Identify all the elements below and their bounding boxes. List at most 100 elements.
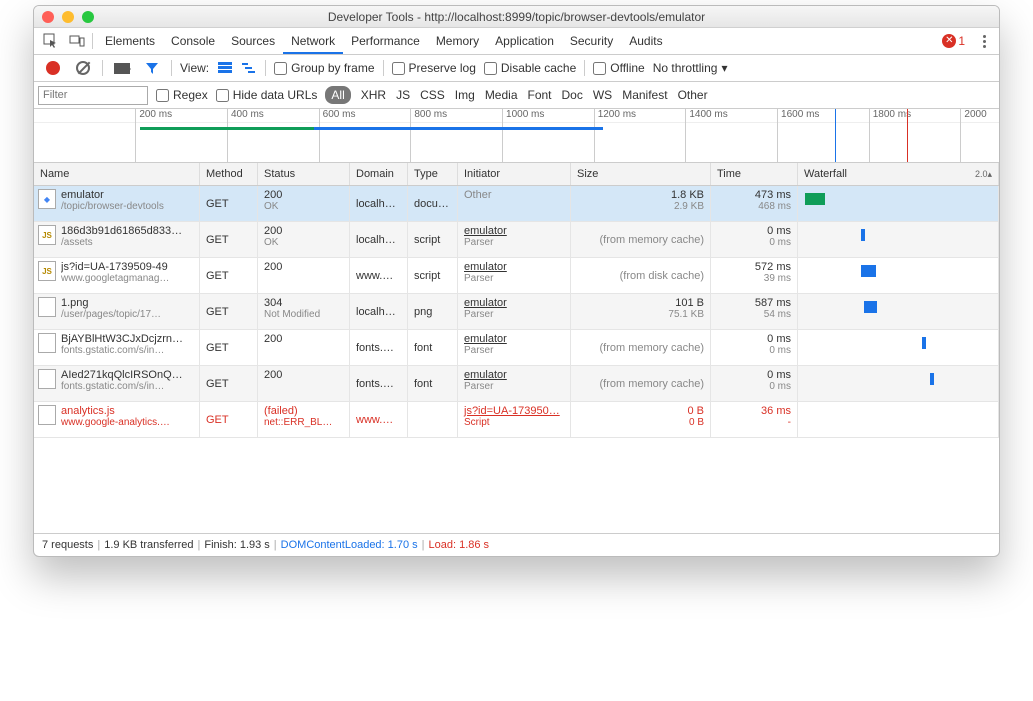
request-size: (from memory cache) [571, 366, 711, 401]
col-initiator[interactable]: Initiator [458, 163, 571, 185]
initiator-link[interactable]: emulator [464, 333, 507, 345]
col-waterfall[interactable]: Waterfall 2.0▴ [798, 163, 999, 185]
tab-sources[interactable]: Sources [223, 28, 283, 54]
filter-type-img[interactable]: Img [455, 88, 475, 102]
filter-type-css[interactable]: CSS [420, 88, 445, 102]
clear-button[interactable] [72, 57, 94, 79]
tab-console[interactable]: Console [163, 28, 223, 54]
request-name: BjAYBlHtW3CJxDcjzrn… [61, 333, 183, 345]
initiator-link[interactable]: js?id=UA-173950… [464, 405, 560, 417]
request-row[interactable]: AIed271kqQlcIRSOnQ…fonts.gstatic.com/s/i… [34, 366, 999, 402]
request-path: fonts.gstatic.com/s/in… [61, 345, 183, 356]
waterfall-cell [804, 333, 992, 362]
filter-toggle-icon[interactable] [141, 57, 163, 79]
filter-type-all[interactable]: All [325, 86, 350, 104]
col-time[interactable]: Time [711, 163, 798, 185]
tab-application[interactable]: Application [487, 28, 562, 54]
col-method[interactable]: Method [200, 163, 258, 185]
request-status: 200OK [258, 186, 350, 221]
request-initiator: emulatorParser [458, 258, 571, 293]
transferred-size: 1.9 KB transferred [104, 539, 193, 551]
separator [102, 60, 103, 76]
waterfall-view-icon[interactable] [241, 60, 257, 76]
request-size: 101 B75.1 KB [571, 294, 711, 329]
col-name[interactable]: Name [34, 163, 200, 185]
record-button[interactable] [42, 57, 64, 79]
request-row[interactable]: 1.png/user/pages/topic/17…GET304Not Modi… [34, 294, 999, 330]
timeline-tick: 1800 ms [869, 109, 911, 163]
col-type[interactable]: Type [408, 163, 458, 185]
hide-data-urls-checkbox[interactable]: Hide data URLs [216, 88, 318, 102]
waterfall-cell [804, 189, 992, 218]
request-method: GET [200, 366, 258, 401]
large-rows-icon[interactable] [217, 60, 233, 76]
dom-content-loaded: DOMContentLoaded: 1.70 s [281, 539, 418, 551]
tab-audits[interactable]: Audits [621, 28, 670, 54]
initiator-link[interactable]: emulator [464, 261, 507, 273]
throttling-select[interactable]: No throttling ▾ [653, 61, 728, 75]
waterfall-bar [930, 373, 934, 385]
timeline-overview[interactable]: 200 ms400 ms600 ms800 ms1000 ms1200 ms14… [34, 109, 999, 163]
request-time: 0 ms0 ms [711, 366, 798, 401]
tab-security[interactable]: Security [562, 28, 621, 54]
regex-checkbox[interactable]: Regex [156, 88, 208, 102]
initiator-link[interactable]: emulator [464, 369, 507, 381]
request-row[interactable]: ◆emulator/topic/browser-devtoolsGET200OK… [34, 186, 999, 222]
requests-count: 7 requests [42, 539, 93, 551]
request-row[interactable]: BjAYBlHtW3CJxDcjzrn…fonts.gstatic.com/s/… [34, 330, 999, 366]
filter-type-js[interactable]: JS [396, 88, 410, 102]
inspect-element-icon[interactable] [40, 30, 62, 52]
preserve-log-checkbox[interactable]: Preserve log [392, 61, 476, 75]
request-row[interactable]: analytics.jswww.google-analytics.…GET(fa… [34, 402, 999, 438]
file-file-icon [38, 333, 56, 353]
filter-type-ws[interactable]: WS [593, 88, 612, 102]
js-file-icon: JS [38, 225, 56, 245]
request-time: 473 ms468 ms [711, 186, 798, 221]
group-by-frame-checkbox[interactable]: Group by frame [274, 61, 374, 75]
disable-cache-checkbox[interactable]: Disable cache [484, 61, 576, 75]
request-row[interactable]: JSjs?id=UA-1739509-49www.googletagmanag…… [34, 258, 999, 294]
request-domain: fonts.… [350, 330, 408, 365]
initiator-link[interactable]: emulator [464, 297, 507, 309]
tab-performance[interactable]: Performance [343, 28, 428, 54]
img-file-icon [38, 297, 56, 317]
filter-type-other[interactable]: Other [678, 88, 708, 102]
request-domain: localh… [350, 186, 408, 221]
tab-network[interactable]: Network [283, 28, 343, 54]
device-toolbar-icon[interactable] [66, 30, 88, 52]
request-initiator: emulatorParser [458, 366, 571, 401]
request-type: png [408, 294, 458, 329]
col-size[interactable]: Size [571, 163, 711, 185]
waterfall-cell [804, 297, 992, 326]
more-menu-icon[interactable] [975, 35, 993, 48]
error-badge[interactable]: ✕ 1 [942, 34, 965, 48]
request-time: 572 ms39 ms [711, 258, 798, 293]
offline-checkbox[interactable]: Offline [593, 61, 644, 75]
filter-type-manifest[interactable]: Manifest [622, 88, 667, 102]
sort-indicator: 2.0▴ [975, 169, 992, 180]
filter-input[interactable] [38, 86, 148, 105]
request-time: 587 ms54 ms [711, 294, 798, 329]
request-method: GET [200, 402, 258, 437]
request-method: GET [200, 186, 258, 221]
col-status[interactable]: Status [258, 163, 350, 185]
view-label: View: [180, 61, 209, 75]
filter-type-doc[interactable]: Doc [562, 88, 583, 102]
filter-type-xhr[interactable]: XHR [361, 88, 386, 102]
tab-memory[interactable]: Memory [428, 28, 487, 54]
request-initiator: emulatorParser [458, 294, 571, 329]
initiator-link[interactable]: emulator [464, 225, 507, 237]
filter-type-font[interactable]: Font [528, 88, 552, 102]
request-initiator: emulatorParser [458, 222, 571, 257]
col-domain[interactable]: Domain [350, 163, 408, 185]
doc-file-icon: ◆ [38, 189, 56, 209]
request-type: script [408, 258, 458, 293]
waterfall-cell [804, 405, 992, 434]
capture-screenshot-icon[interactable] [111, 57, 133, 79]
request-row[interactable]: JS186d3b91d61865d833…/assetsGET200OKloca… [34, 222, 999, 258]
request-initiator: js?id=UA-173950…Script [458, 402, 571, 437]
tab-elements[interactable]: Elements [97, 28, 163, 54]
request-domain: localh… [350, 294, 408, 329]
request-type [408, 402, 458, 437]
filter-type-media[interactable]: Media [485, 88, 518, 102]
